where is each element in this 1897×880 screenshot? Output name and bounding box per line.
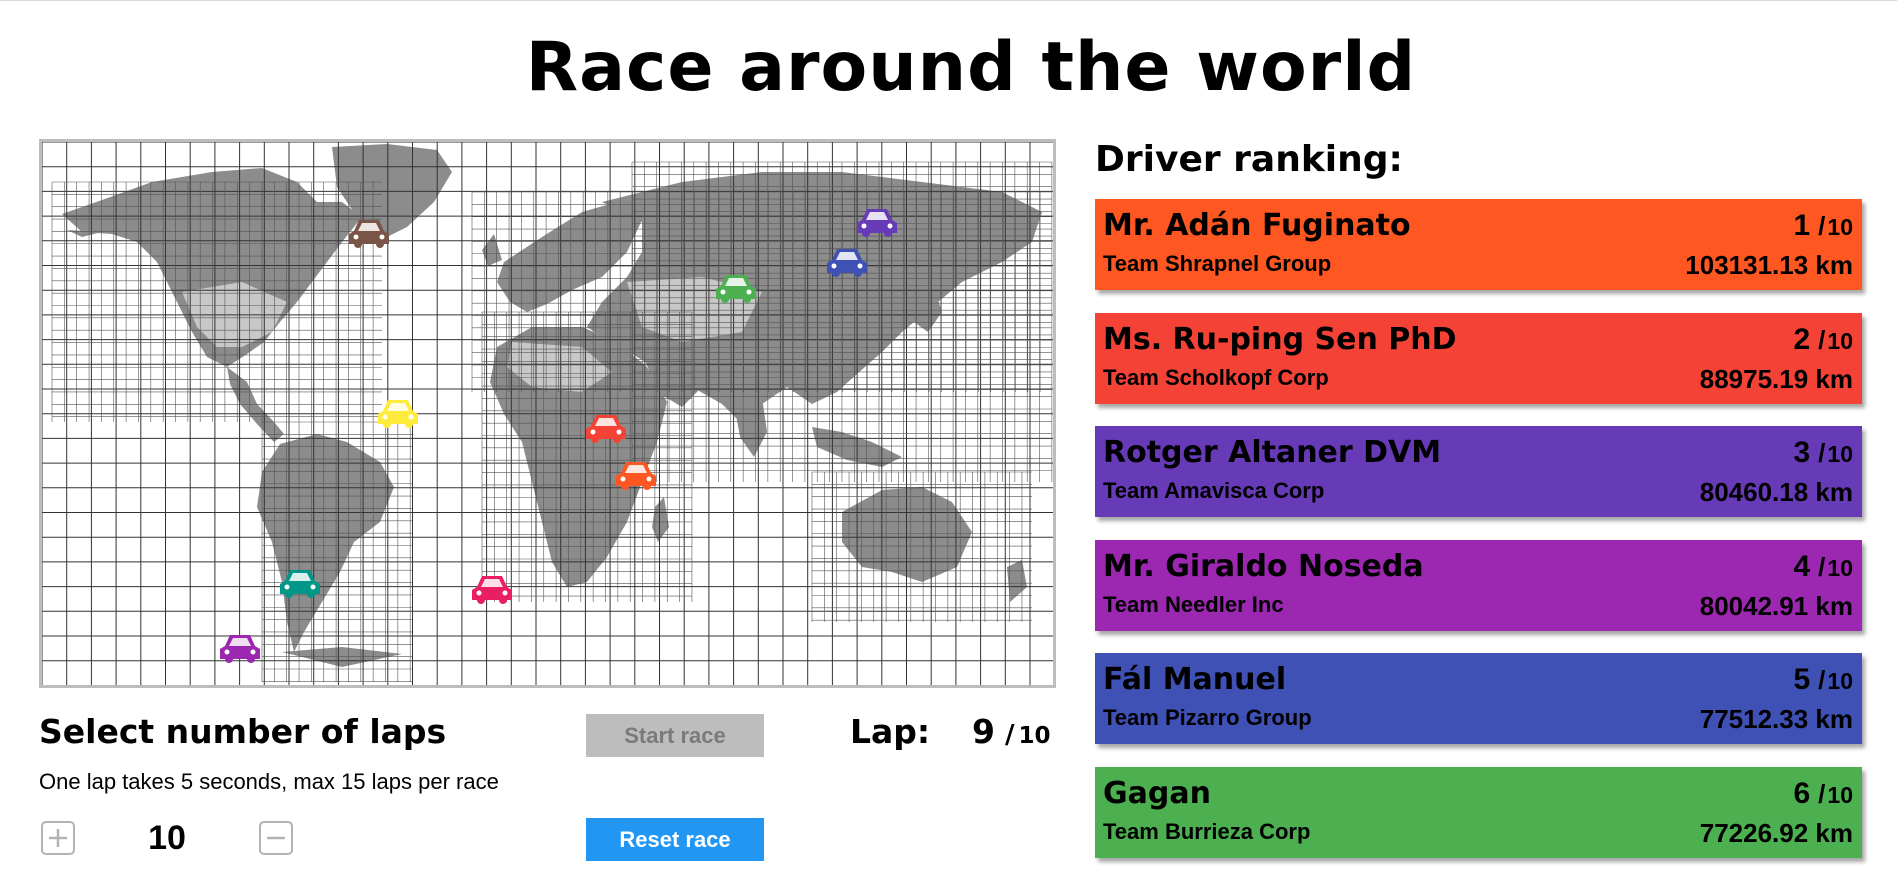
- laps-title: Select number of laps: [39, 712, 447, 751]
- position-separator: /: [1818, 665, 1826, 695]
- position-total: 10: [1827, 781, 1853, 808]
- minus-icon: [267, 836, 285, 840]
- position-value: 6: [1793, 776, 1811, 810]
- car-icon: [857, 209, 897, 237]
- plus-icon: [49, 829, 67, 847]
- position-value: 5: [1793, 663, 1811, 696]
- driver-position: 3/10: [1793, 436, 1853, 470]
- lap-label: Lap:: [850, 712, 931, 751]
- decrease-laps-button[interactable]: [259, 821, 293, 855]
- driver-team: Team Burrieza Corp: [1103, 818, 1311, 844]
- lap-separator: /: [1004, 720, 1015, 750]
- world-map: [39, 139, 1056, 688]
- driver-position: 2/10: [1793, 323, 1853, 357]
- driver-ranking-list: Mr. Adán Fuginato Team Shrapnel Group 1/…: [1095, 199, 1862, 880]
- driver-position: 4/10: [1793, 550, 1853, 584]
- driver-card: Gagan Team Burrieza Corp 6/10 77226.92 k…: [1095, 766, 1862, 858]
- driver-name: Gagan: [1103, 775, 1211, 811]
- driver-name: Fál Manuel: [1103, 662, 1287, 697]
- position-separator: /: [1818, 324, 1826, 355]
- position-total: 10: [1827, 668, 1853, 694]
- position-total: 10: [1827, 214, 1853, 240]
- position-value: 2: [1793, 322, 1811, 356]
- driver-position: 5/10: [1793, 663, 1853, 697]
- driver-name: Mr. Giraldo Noseda: [1103, 548, 1424, 584]
- car-icon: [378, 400, 418, 428]
- position-total: 10: [1827, 327, 1853, 354]
- lap-count-value: 10: [148, 819, 186, 857]
- lap-status: 9 /10: [972, 712, 1050, 751]
- start-race-button[interactable]: Start race: [586, 714, 764, 757]
- position-separator: /: [1818, 438, 1826, 468]
- driver-card: Mr. Adán Fuginato Team Shrapnel Group 1/…: [1095, 199, 1862, 290]
- driver-name: Ms. Ru-ping Sen PhD: [1103, 321, 1457, 357]
- world-map-grid-icon: [42, 142, 1053, 685]
- car-icon: [220, 635, 260, 663]
- driver-distance: 88975.19 km: [1699, 363, 1853, 394]
- car-icon: [616, 462, 656, 490]
- lap-total: 10: [1018, 723, 1051, 749]
- driver-position: 6/10: [1793, 777, 1853, 811]
- driver-name: Rotger Altaner DVM: [1103, 435, 1442, 470]
- ranking-title: Driver ranking:: [1095, 139, 1403, 180]
- car-icon: [349, 220, 389, 248]
- driver-team: Team Scholkopf Corp: [1103, 364, 1329, 390]
- driver-team: Team Shrapnel Group: [1103, 251, 1332, 276]
- car-icon: [280, 570, 320, 598]
- position-separator: /: [1818, 551, 1826, 582]
- driver-card: Mr. Giraldo Noseda Team Needler Inc 4/10…: [1095, 539, 1862, 631]
- car-icon: [716, 275, 756, 303]
- driver-team: Team Pizarro Group: [1103, 705, 1312, 730]
- increase-laps-button[interactable]: [41, 821, 75, 855]
- position-total: 10: [1827, 441, 1853, 467]
- lap-current: 9: [972, 712, 995, 751]
- driver-distance: 77512.33 km: [1699, 704, 1853, 734]
- car-icon: [472, 576, 512, 604]
- driver-distance: 80460.18 km: [1699, 477, 1853, 507]
- position-value: 1: [1793, 209, 1811, 242]
- position-value: 4: [1793, 549, 1811, 583]
- driver-card: Rotger Altaner DVM Team Amavisca Corp 3/…: [1095, 426, 1862, 517]
- car-icon: [586, 415, 626, 443]
- driver-card: Ms. Ru-ping Sen PhD Team Scholkopf Corp …: [1095, 312, 1862, 404]
- position-separator: /: [1818, 778, 1826, 809]
- driver-distance: 103131.13 km: [1685, 250, 1853, 280]
- driver-card: Fál Manuel Team Pizarro Group 5/10 77512…: [1095, 653, 1862, 744]
- driver-team: Team Amavisca Corp: [1103, 478, 1325, 503]
- position-value: 3: [1793, 436, 1811, 469]
- position-separator: /: [1818, 211, 1826, 241]
- driver-team: Team Needler Inc: [1103, 591, 1284, 617]
- driver-position: 1/10: [1793, 209, 1853, 243]
- laps-subtitle: One lap takes 5 seconds, max 15 laps per…: [39, 769, 499, 794]
- car-icon: [827, 249, 867, 277]
- position-total: 10: [1827, 554, 1853, 581]
- driver-distance: 77226.92 km: [1699, 817, 1853, 848]
- page-title: Race around the world: [525, 28, 1417, 107]
- reset-race-button[interactable]: Reset race: [586, 818, 764, 861]
- driver-distance: 80042.91 km: [1699, 590, 1853, 621]
- driver-name: Mr. Adán Fuginato: [1103, 208, 1411, 243]
